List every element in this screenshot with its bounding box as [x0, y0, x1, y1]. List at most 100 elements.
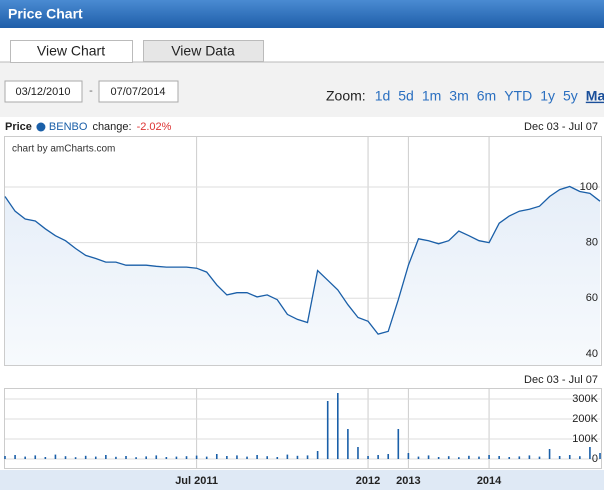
date-from-input[interactable] [4, 80, 83, 103]
legend-row [0, 117, 604, 137]
volume-bar [256, 455, 258, 459]
y-tick-label: 200K [572, 413, 598, 425]
volume-bar [367, 456, 369, 459]
y-tick-label: 80 [586, 237, 598, 249]
volume-panel [4, 388, 602, 469]
volume-bar [347, 429, 349, 459]
price-line [4, 185, 601, 335]
zoom-option[interactable]: 5d [398, 88, 414, 104]
volume-bar [558, 456, 561, 459]
y-tick-label: 0 [592, 453, 598, 465]
period-label: Dec 03 - Jul 07 [524, 374, 598, 386]
legend-change-label: change: [92, 121, 131, 133]
volume-bar [427, 455, 430, 459]
volume-bar [377, 455, 379, 459]
legend-label: Price [5, 121, 32, 133]
volume-bar [74, 457, 77, 459]
volume-bar [34, 455, 37, 459]
zoom-option[interactable]: YTD [504, 88, 532, 104]
legend-series: BENBO [49, 121, 88, 133]
volume-bar [105, 455, 107, 459]
volume-bar [437, 457, 440, 459]
zoom-option[interactable]: 5y [563, 88, 578, 104]
header-title: Price Chart [8, 6, 83, 22]
volume-bar [306, 455, 309, 459]
volume-bar [155, 455, 158, 459]
date-to[interactable]: 07/07/2014 [110, 86, 165, 98]
legend-change: -2.02% [137, 121, 172, 133]
x-tick-label: 2012 [356, 475, 380, 487]
zoom-option[interactable]: Max [586, 88, 604, 104]
zoom-option[interactable]: 3m [449, 88, 468, 104]
volume-bar [589, 447, 591, 459]
volume-bar [115, 456, 117, 459]
date-separator: - [89, 85, 93, 97]
credit: chart by amCharts.com [12, 144, 115, 155]
tabs: View Chart View Data [10, 40, 264, 63]
volume-bar [236, 455, 238, 459]
y-tick-label: 40 [586, 348, 598, 360]
zoom-option[interactable]: 6m [477, 88, 496, 104]
volume-bar [407, 453, 410, 459]
volume-bar [84, 455, 87, 459]
volume-bar [599, 453, 601, 459]
date-from[interactable]: 03/12/2010 [15, 86, 70, 98]
header-bar [0, 0, 604, 28]
period-label: Dec 03 - Jul 07 [524, 121, 598, 133]
y-tick-label: 60 [586, 292, 598, 304]
volume-bar [266, 456, 269, 459]
tab[interactable] [143, 40, 264, 62]
category-axis-band [0, 470, 604, 490]
volume-bar [498, 456, 500, 459]
plots: 40 60 80 100 Jul 2011 2012 2013 2014 0 100K 200K 30… [4, 137, 601, 487]
volume-bar [195, 455, 198, 459]
volume-bar [145, 456, 147, 459]
volume-bar [518, 456, 521, 459]
volume-bar [215, 454, 218, 459]
volume-bar [205, 456, 208, 459]
volume-bar [54, 454, 57, 459]
zoom-label: Zoom: [326, 88, 366, 104]
volume-bar [286, 454, 289, 459]
volume-bar [64, 456, 67, 459]
volume-bar [44, 457, 47, 459]
zoom-options: 1d 5d 1m 3m 6m YTD 1y 5y Max [375, 88, 604, 104]
zoom-option[interactable]: 1y [540, 88, 555, 104]
volume-bar [226, 456, 228, 459]
volume-bar [468, 455, 470, 459]
volume-bar [417, 456, 420, 459]
volume-header [0, 368, 604, 388]
tab-label[interactable]: View Data [171, 43, 235, 59]
volume-bar [548, 449, 551, 459]
volume-bar [579, 456, 581, 459]
volume-bar [397, 429, 400, 459]
volume-bar [568, 455, 571, 459]
volume-bar [175, 456, 178, 459]
tab-label[interactable]: View Chart [37, 43, 105, 59]
volume-bar [528, 455, 531, 459]
volume-bar [326, 401, 329, 459]
volume-bar [296, 455, 299, 459]
zoom-option[interactable]: 1m [422, 88, 441, 104]
legend-marker [36, 122, 46, 132]
volume-bar [508, 457, 511, 459]
price-area [5, 186, 600, 365]
volume-bar [458, 457, 460, 459]
volume-bar [165, 457, 168, 459]
volume-bar [387, 454, 390, 459]
zoom-option[interactable]: 1d [375, 88, 391, 104]
volume-bar [24, 456, 26, 459]
x-tick-label: 2014 [477, 475, 502, 487]
volume-bar [316, 451, 319, 459]
volume-bar [538, 456, 541, 459]
volume-bar [14, 455, 16, 459]
volume-bar [447, 456, 450, 459]
date-to-input[interactable] [98, 80, 179, 103]
y-tick-label: 300K [572, 393, 598, 405]
tab[interactable] [10, 40, 133, 63]
volume-bar [185, 456, 188, 459]
volume-bar [135, 457, 137, 459]
x-tick-label: Jul 2011 [175, 475, 218, 487]
volume-bar [488, 455, 490, 459]
